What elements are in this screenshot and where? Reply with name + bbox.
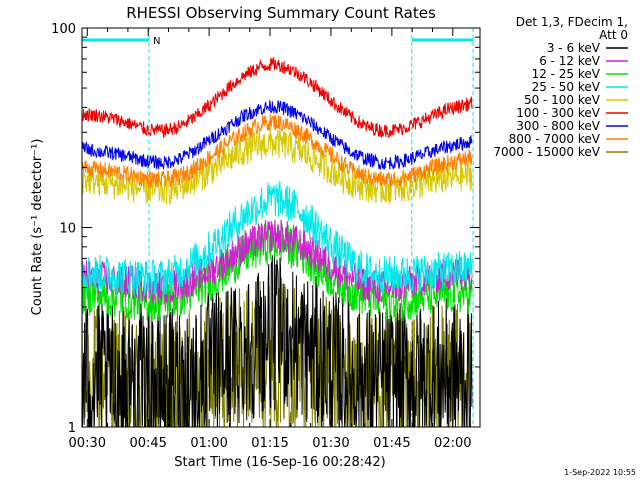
legend-label-5: 100 - 300 keV bbox=[516, 106, 600, 120]
y-tick-label-1: 10 bbox=[59, 222, 76, 237]
legend-header-line-1: Det 1,3, FDecim 1, bbox=[516, 15, 628, 29]
legend-label-2: 12 - 25 keV bbox=[532, 67, 601, 81]
footer-timestamp: 1-Sep-2022 10:55 bbox=[564, 468, 636, 477]
flag-label-0: N bbox=[153, 36, 160, 47]
series-line-6 bbox=[82, 100, 473, 171]
axis-ticks: 00:30 00:45 01:00 01:15 01:30 01:45 02:00 1 10 10… bbox=[51, 22, 480, 451]
y-tick-label-2: 100 bbox=[51, 22, 76, 37]
legend-label-3: 25 - 50 keV bbox=[532, 80, 601, 94]
legend-label-4: 50 - 100 keV bbox=[524, 93, 601, 107]
series-line-3 bbox=[82, 180, 473, 297]
legend-header-line-2: Att 0 bbox=[599, 28, 628, 42]
series-line-5 bbox=[82, 57, 473, 139]
legend-label-6: 300 - 800 keV bbox=[516, 119, 600, 133]
x-axis-label: Start Time (16-Sep-16 00:28:42) bbox=[174, 455, 385, 470]
x-tick-label-2: 01:00 bbox=[190, 436, 227, 451]
legend-label-8: 7000 - 15000 keV bbox=[493, 145, 600, 159]
series-group bbox=[82, 57, 473, 427]
x-tick-label-6: 02:00 bbox=[434, 436, 471, 451]
legend-label-1: 6 - 12 keV bbox=[539, 54, 601, 68]
legend-label-7: 800 - 7000 keV bbox=[509, 132, 601, 146]
y-axis-label: Count Rate (s⁻¹ detector⁻¹) bbox=[30, 139, 45, 316]
series-line-7 bbox=[82, 113, 473, 189]
legend-label-0: 3 - 6 keV bbox=[547, 41, 601, 55]
series-line-0 bbox=[82, 254, 473, 427]
series-line-4 bbox=[82, 128, 473, 205]
y-tick-label-0: 1 bbox=[68, 421, 76, 436]
x-tick-label-4: 01:30 bbox=[312, 436, 349, 451]
x-tick-label-1: 00:45 bbox=[129, 436, 166, 451]
chart-title: RHESSI Observing Summary Count Rates bbox=[126, 4, 436, 22]
x-tick-label-3: 01:15 bbox=[251, 436, 288, 451]
x-tick-label-5: 01:45 bbox=[373, 436, 410, 451]
x-tick-label-0: 00:30 bbox=[69, 436, 106, 451]
series-line-2 bbox=[82, 221, 473, 323]
